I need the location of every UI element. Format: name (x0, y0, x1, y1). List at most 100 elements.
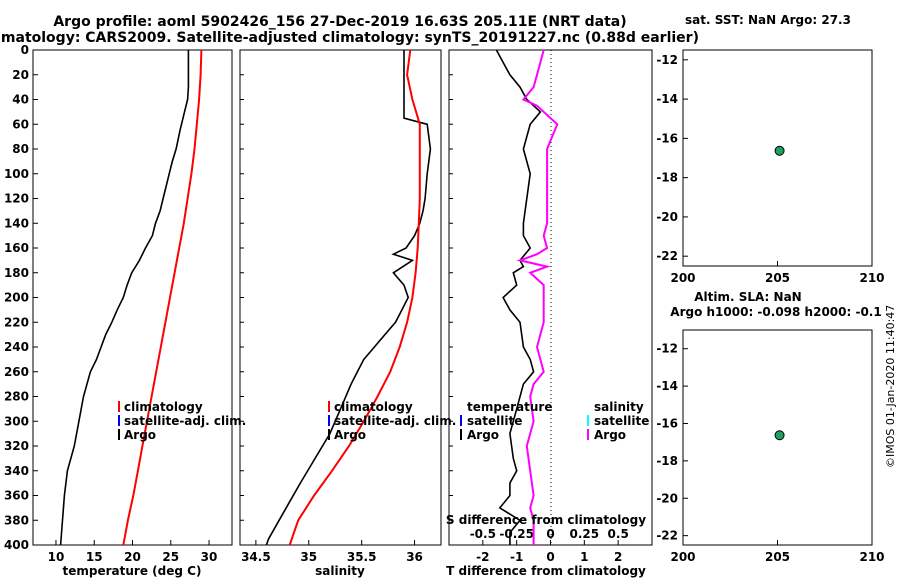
x-tick-label: 205 (765, 550, 790, 564)
imos-watermark: ©IMOS 01-Jan-2020 11:40:47 (884, 305, 897, 468)
y-tick-label: -18 (656, 171, 678, 185)
depth-tick-label: 80 (12, 142, 29, 156)
depth-tick-label: 60 (12, 117, 29, 131)
difference-temperature-legend: temperature satellite Argo (460, 400, 552, 442)
x-tick-label: 34.5 (241, 550, 271, 564)
top-x-tick-label: 0 (546, 527, 554, 541)
series-temperature-argo (495, 49, 542, 545)
x-tick-label: 210 (859, 271, 884, 285)
salinity-plot: 34.5 35 35.5 36 (241, 49, 432, 564)
series-climatology (288, 49, 421, 546)
depth-tick-label: 20 (12, 68, 29, 82)
series-climatology (122, 49, 203, 546)
x-tick-label: 2 (614, 550, 622, 564)
depth-tick-label: 120 (4, 192, 29, 206)
sst-location-plot: 200 205 210 -12 -14 -16 -18 -20 -22 (656, 53, 884, 285)
sla-location-plot: 200 205 210 -12 -14 -16 -18 -20 -22 (656, 342, 884, 564)
sla-panel-title-2: Argo h1000: -0.098 h2000: -0.1 (670, 305, 881, 319)
x-tick-label: 1 (580, 550, 588, 564)
depth-tick-label: 100 (4, 167, 29, 181)
y-tick-label: -22 (656, 529, 678, 543)
x-tick-label: 200 (670, 550, 695, 564)
y-tick-label: -20 (656, 491, 678, 505)
x-tick-label: 35 (300, 550, 317, 564)
x-tick-label: 30 (201, 550, 218, 564)
y-tick-label: -22 (656, 249, 678, 263)
legend-satellite-label: satellite (594, 414, 649, 428)
difference-plot: -2 -1 0 1 2 -0.5 -0.25 0 0.25 0.5 (470, 49, 629, 564)
x-tick-label: 25 (162, 550, 179, 564)
legend-climatology-label: climatology (124, 400, 203, 414)
x-tick-label: 36 (406, 550, 423, 564)
y-tick-label: -16 (656, 131, 678, 145)
x-tick-label: 10 (48, 550, 65, 564)
legend-temperature-heading: temperature (467, 400, 552, 414)
profile-location-marker (774, 430, 785, 441)
depth-axis: 0 20 40 60 80 100 120 140 160 180 200 220 240 260 280 3… (4, 43, 453, 552)
x-tick-label: 0 (546, 550, 554, 564)
x-tick-label: 20 (124, 550, 141, 564)
y-tick-label: -14 (656, 92, 678, 106)
depth-tick-label: 300 (4, 414, 29, 428)
depth-tick-label: 40 (12, 93, 29, 107)
title-line-1: Argo profile: aoml 5902426_156 27-Dec-20… (53, 14, 626, 30)
legend-argo-label: Argo (124, 428, 156, 442)
y-tick-label: -12 (656, 53, 678, 67)
depth-tick-label: 200 (4, 291, 29, 305)
x-tick-label: 210 (859, 550, 884, 564)
x-tick-label: 205 (765, 271, 790, 285)
x-tick-label: 35.5 (347, 550, 377, 564)
series-argo (265, 50, 432, 546)
profile-location-marker (774, 145, 785, 156)
depth-tick-label: 240 (4, 340, 29, 354)
depth-tick-label: 320 (4, 439, 29, 453)
y-tick-label: -12 (656, 342, 678, 356)
salinity-panel-frame (239, 49, 442, 546)
top-x-tick-label: 0.25 (570, 527, 600, 541)
temperature-legend: climatology satellite-adj. clim. Argo (118, 400, 246, 442)
depth-tick-label: 280 (4, 390, 29, 404)
top-x-tick-label: -0.25 (499, 527, 534, 541)
legend-climatology-label: climatology (334, 400, 413, 414)
depth-tick-label: 160 (4, 241, 29, 255)
y-tick-label: -20 (656, 210, 678, 224)
legend-satellite-label: satellite-adj. clim. (334, 414, 456, 428)
y-tick-label: -18 (656, 454, 678, 468)
top-x-tick-label: -0.5 (470, 527, 496, 541)
difference-xlabel: T difference from climatology (446, 564, 646, 578)
depth-tick-label: 380 (4, 513, 29, 527)
depth-tick-label: 400 (4, 538, 29, 552)
sst-panel-title: sat. SST: NaN Argo: 27.3 (685, 13, 851, 27)
y-tick-label: -16 (656, 416, 678, 430)
sst-panel-frame (682, 49, 873, 267)
depth-tick-label: 220 (4, 315, 29, 329)
legend-argo-label: Argo (467, 428, 499, 442)
x-tick-label: 15 (86, 550, 103, 564)
top-x-tick-label: 0.5 (608, 527, 629, 541)
salinity-legend: climatology satellite-adj. clim. Argo (328, 400, 456, 442)
series-argo (59, 50, 190, 546)
depth-tick-label: 180 (4, 266, 29, 280)
x-tick-label: -2 (476, 550, 489, 564)
legend-salinity-heading: salinity (594, 400, 644, 414)
x-tick-label: 200 (670, 271, 695, 285)
x-tick-label: -1 (510, 550, 523, 564)
salinity-xlabel: salinity (315, 564, 365, 578)
legend-satellite-label: satellite-adj. clim. (124, 414, 246, 428)
temperature-plot: 10 15 20 25 30 (48, 49, 218, 564)
series-salinity-argo (516, 49, 559, 545)
temperature-xlabel: temperature (deg C) (63, 564, 202, 578)
title-line-2: Climatology: CARS2009. Satellite-adjuste… (0, 30, 699, 46)
legend-satellite-label: satellite (467, 414, 522, 428)
difference-top-xlabel: S difference from climatology (446, 513, 646, 527)
depth-tick-label: 340 (4, 464, 29, 478)
difference-salinity-legend: salinity satellite Argo (587, 400, 649, 442)
legend-argo-label: Argo (594, 428, 626, 442)
depth-tick-label: 140 (4, 216, 29, 230)
depth-tick-label: 260 (4, 365, 29, 379)
legend-argo-label: Argo (334, 428, 366, 442)
depth-tick-label: 360 (4, 489, 29, 503)
sla-panel-title-1: Altim. SLA: NaN (694, 290, 801, 304)
depth-tick-label: 0 (21, 43, 29, 57)
